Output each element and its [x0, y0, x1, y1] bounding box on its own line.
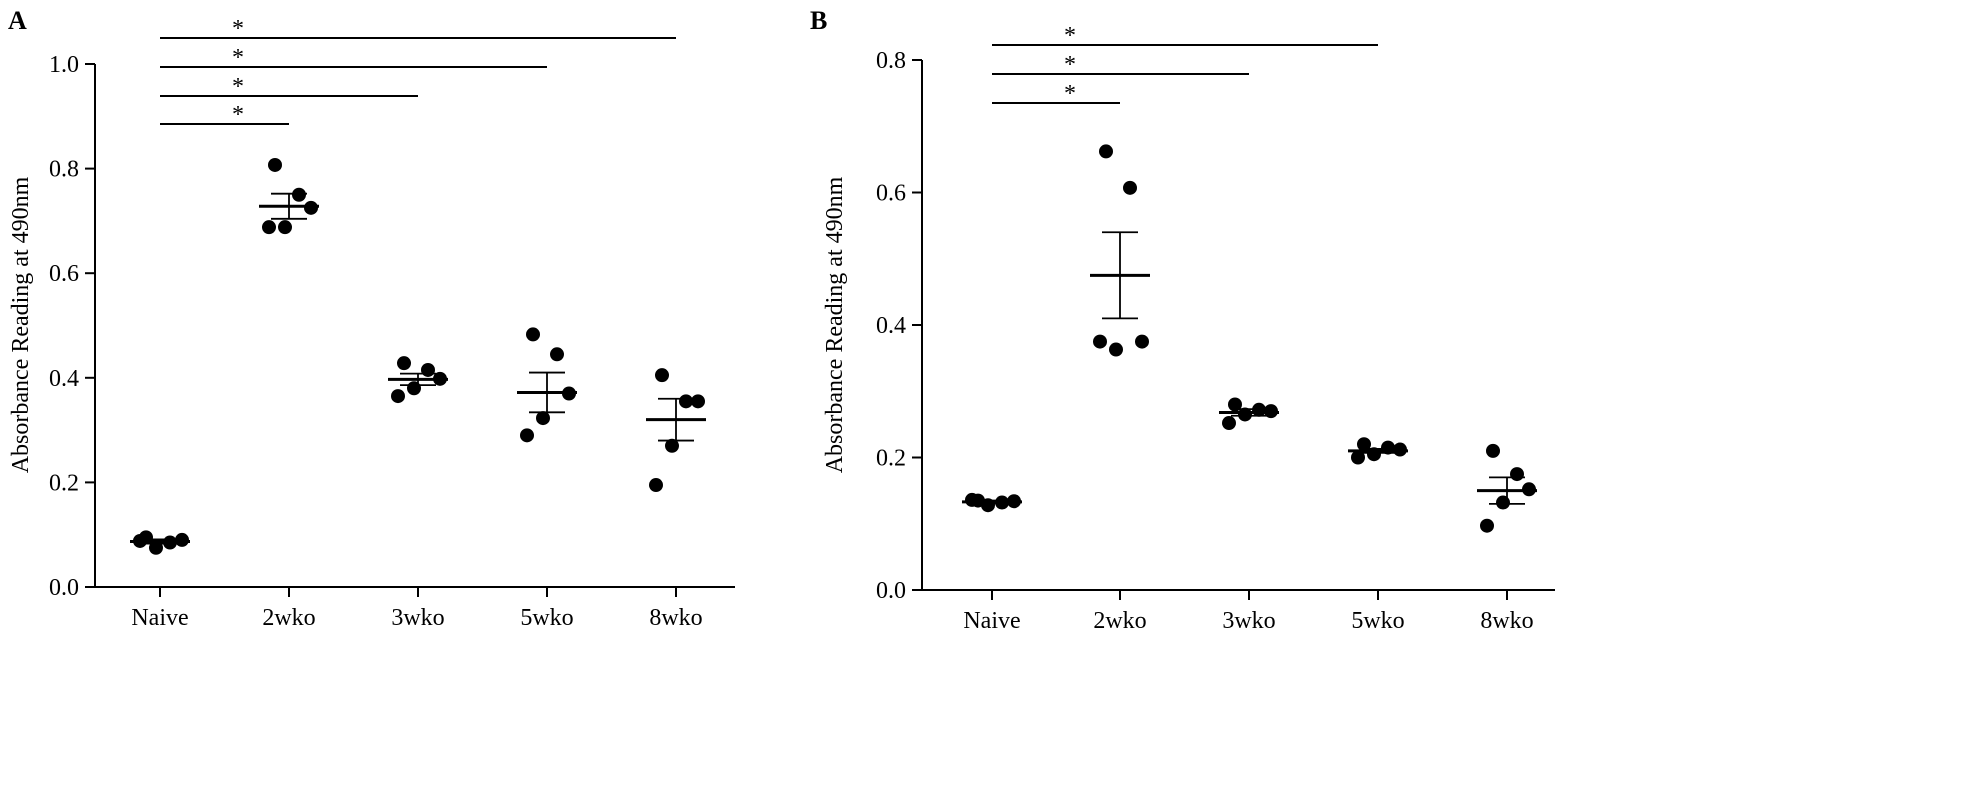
data-point: [175, 532, 189, 547]
y-tick-label: 0.0: [876, 578, 906, 604]
y-tick-label: 0.4: [876, 313, 906, 339]
y-tick-label: 0.2: [49, 470, 79, 496]
x-tick-label: 5wko: [520, 605, 573, 631]
y-tick-label: 0.0: [49, 575, 79, 601]
data-point: [526, 327, 540, 342]
y-axis-label: Absorbance Reading at 490nm: [8, 176, 34, 473]
significance-star: *: [232, 16, 244, 42]
data-point: [665, 438, 679, 453]
data-point: [1486, 443, 1500, 458]
scatter-chart-a: 0.0 0.2 0.4 0.6 0.8 1.0 Naive 2wko 3wko 5wko 8wko A…: [8, 16, 735, 631]
data-point: [520, 428, 534, 443]
data-point: [1480, 518, 1494, 533]
data-point: [1510, 467, 1524, 482]
data-point: [1135, 334, 1149, 349]
panel-b: B 0.0 0.2 0.4 0.6 0.8 Naive 2wko 3wko 5wko 8wko Ab…: [800, 0, 1974, 800]
scatter-chart-b: 0.0 0.2 0.4 0.6 0.8 Naive 2wko 3wko 5wko 8wko Abso…: [822, 23, 1555, 634]
panel-a: A 0.0 0.2 0.4 0.6 0.8 1.0 Naive 2wko 3wko 5wko 8wk…: [8, 6, 735, 631]
data-point: [292, 187, 306, 202]
data-point: [421, 362, 435, 377]
data-point: [268, 157, 282, 172]
y-tick-label: 0.6: [49, 261, 79, 287]
data-point: [1099, 144, 1113, 159]
data-point: [1351, 450, 1365, 465]
data-point: [262, 220, 276, 235]
x-tick-label: 2wko: [262, 605, 315, 631]
y-tick-label: 0.2: [876, 446, 906, 472]
y-tick-label: 0.8: [49, 157, 79, 183]
data-point: [1496, 495, 1510, 510]
data-point: [1228, 397, 1242, 412]
panel-label: B: [810, 6, 828, 35]
x-tick-label: 8wko: [1480, 608, 1533, 634]
x-tick-label: 3wko: [1222, 608, 1275, 634]
y-tick-label: 0.4: [49, 366, 79, 392]
data-point: [691, 394, 705, 409]
data-point: [536, 411, 550, 426]
x-tick-label: 2wko: [1093, 608, 1146, 634]
data-point: [679, 394, 693, 409]
data-point: [278, 220, 292, 235]
data-point: [397, 356, 411, 371]
x-tick-label: 5wko: [1351, 608, 1404, 634]
significance-star: *: [232, 102, 244, 128]
significance-star: *: [1064, 81, 1076, 107]
y-tick-label: 0.8: [876, 48, 906, 74]
data-point: [1357, 437, 1371, 452]
data-point: [1123, 180, 1137, 195]
y-axis-label: Absorbance Reading at 490nm: [822, 176, 848, 473]
significance-star: *: [1064, 23, 1076, 49]
panel-label: A: [8, 6, 27, 35]
x-tick-label: Naive: [963, 608, 1020, 634]
data-point: [1093, 334, 1107, 349]
data-point: [1222, 416, 1236, 431]
y-tick-label: 0.6: [876, 181, 906, 207]
x-tick-label: 3wko: [391, 605, 444, 631]
significance-star: *: [1064, 52, 1076, 78]
data-point: [304, 200, 318, 215]
data-point: [550, 347, 564, 362]
data-point: [649, 478, 663, 493]
significance-star: *: [232, 74, 244, 100]
data-point: [655, 368, 669, 383]
data-point: [391, 389, 405, 404]
significance-star: *: [232, 45, 244, 71]
y-tick-label: 1.0: [49, 52, 79, 78]
data-point: [1109, 342, 1123, 357]
x-tick-label: Naive: [131, 605, 188, 631]
x-tick-label: 8wko: [649, 605, 702, 631]
